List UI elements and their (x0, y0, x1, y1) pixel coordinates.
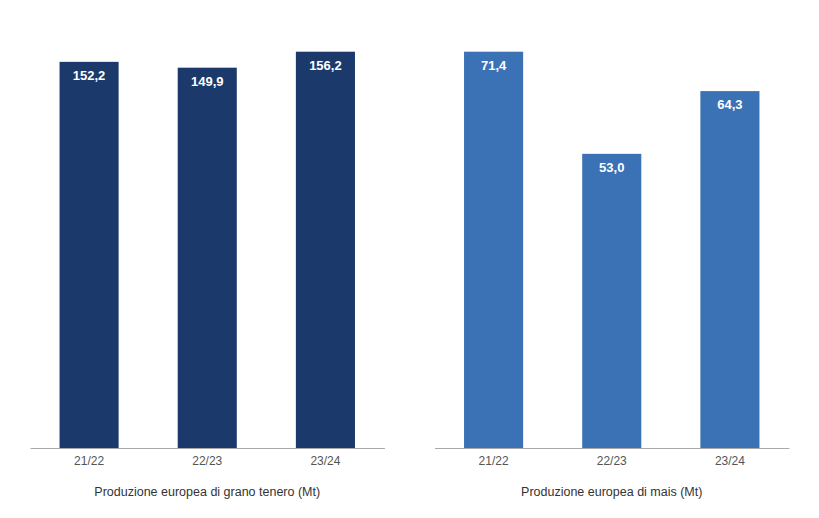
bar (296, 52, 355, 448)
bar (582, 154, 641, 448)
x-axis: 21/22 22/23 23/24 (31, 448, 386, 468)
x-tick: 22/23 (192, 448, 222, 468)
data-label: 156,2 (309, 58, 342, 73)
data-labels: 152,2 149,9 156,2 (73, 58, 342, 89)
x-tick: 23/24 (715, 448, 745, 468)
x-tick-label: 23/24 (310, 454, 340, 468)
x-tick-label: 23/24 (715, 454, 745, 468)
x-tick-label: 21/22 (479, 454, 509, 468)
data-label: 71,4 (481, 58, 507, 73)
x-axis-line (435, 448, 790, 449)
data-label: 149,9 (191, 74, 224, 89)
x-tick: 23/24 (310, 448, 340, 468)
data-label: 53,0 (599, 160, 624, 175)
x-axis-line (31, 448, 386, 449)
x-axis-title: Produzione europea di grano tenero (Mt) (94, 485, 320, 499)
x-tick: 21/22 (479, 448, 509, 468)
bar (464, 52, 523, 448)
bars (464, 52, 759, 448)
chart-root: 152,2 149,9 156,2 21/22 22/23 23/24 Produzione… (0, 0, 819, 518)
x-axis: 21/22 22/23 23/24 (435, 448, 790, 468)
bar (700, 91, 759, 448)
data-labels: 71,4 53,0 64,3 (481, 58, 743, 175)
data-label: 64,3 (717, 97, 742, 112)
x-tick: 21/22 (74, 448, 104, 468)
bar (60, 62, 119, 448)
bar (178, 68, 237, 448)
x-tick-label: 22/23 (597, 454, 627, 468)
bars (60, 52, 355, 448)
panel: 152,2 149,9 156,2 21/22 22/23 23/24 Produzione… (31, 52, 386, 499)
data-label: 152,2 (73, 68, 106, 83)
panel: 71,4 53,0 64,3 21/22 22/23 23/24 Produzione eu… (435, 52, 790, 499)
x-tick: 22/23 (597, 448, 627, 468)
x-axis-title: Produzione europea di mais (Mt) (521, 485, 702, 499)
x-tick-label: 21/22 (74, 454, 104, 468)
x-tick-label: 22/23 (192, 454, 222, 468)
